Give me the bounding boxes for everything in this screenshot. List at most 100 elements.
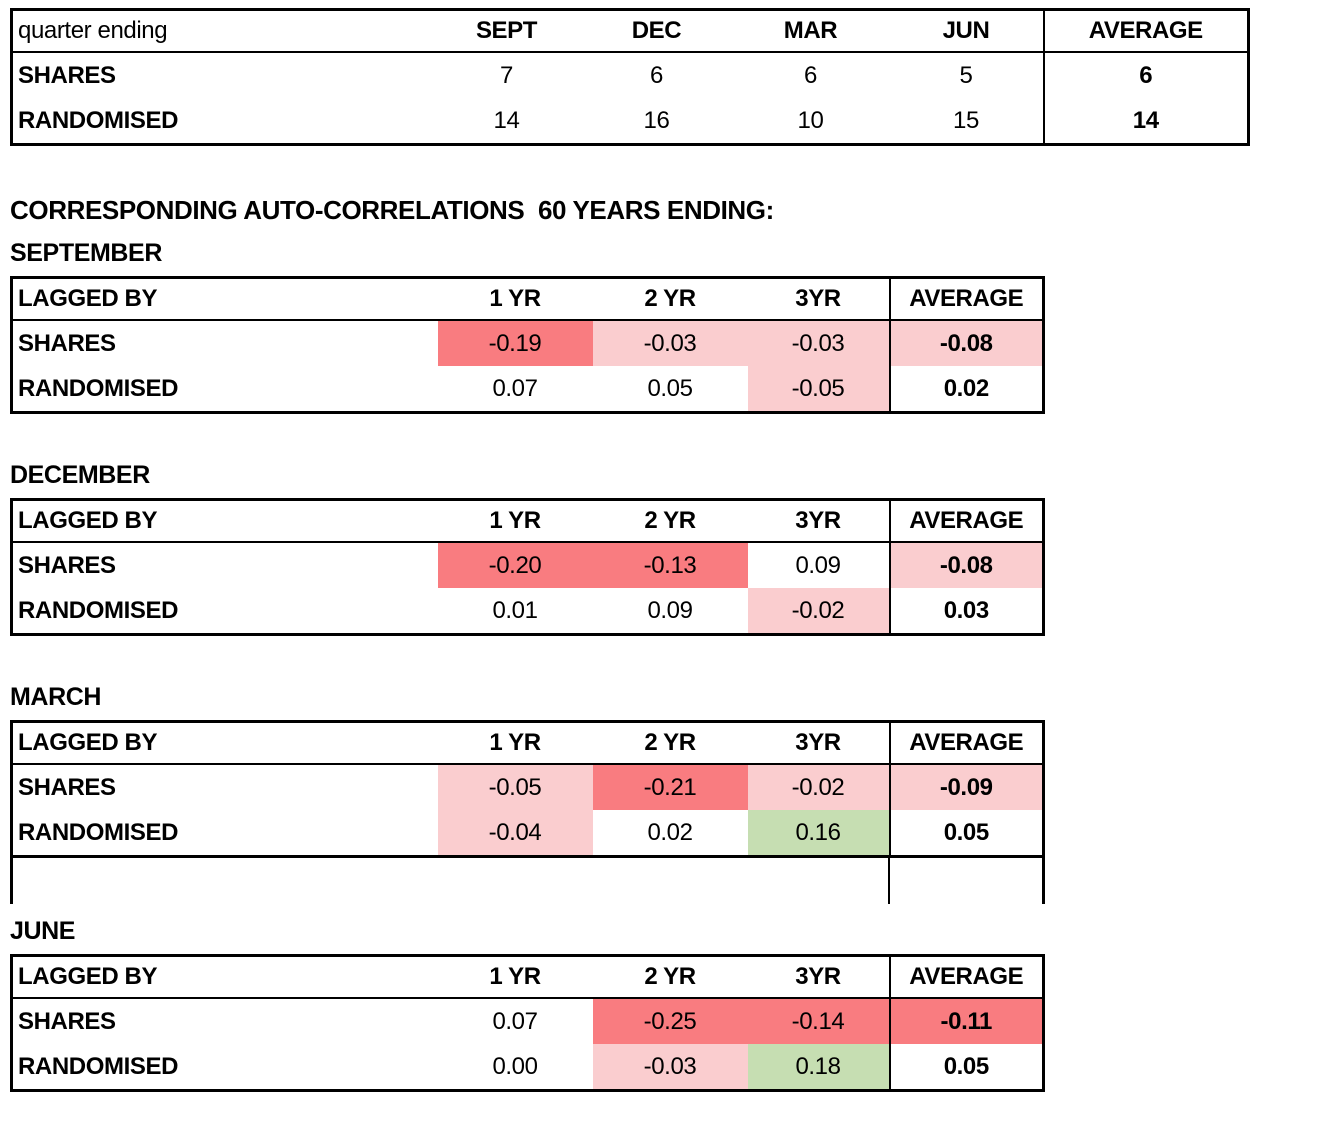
row-label: RANDOMISED	[18, 596, 179, 624]
column-header-average: AVERAGE	[888, 277, 1044, 321]
value-cell: 14	[493, 106, 520, 134]
lagged-by-header: LAGGED BY	[11, 499, 438, 543]
lagged-by-header: LAGGED BY	[11, 955, 438, 999]
value-cell: 0.01	[437, 588, 593, 635]
spreadsheet-page: quarter ending SEPT DEC MAR JUN AVERAGE …	[10, 8, 1250, 1092]
randomised-row: RANDOMISED 0.01 0.09 -0.02 0.03	[12, 588, 1044, 635]
column-header-mar: MAR	[731, 9, 890, 53]
average-cell: -0.08	[888, 320, 1044, 366]
march-label: MARCH	[10, 683, 102, 711]
value-cell: -0.02	[747, 588, 890, 635]
value-cell: 0.18	[747, 1044, 890, 1091]
column-header-sept: SEPT	[431, 9, 582, 53]
value-cell: 0.05	[592, 366, 748, 413]
average-cell: 14	[1042, 98, 1249, 145]
value-cell: 0.09	[592, 588, 748, 635]
column-header-average: AVERAGE	[888, 955, 1044, 999]
column-header-1yr: 1 YR	[437, 955, 593, 999]
row-label: SHARES	[18, 773, 116, 801]
column-header-2yr: 2 YR	[592, 721, 748, 765]
value-cell: -0.19	[437, 320, 593, 366]
lagged-by-header: LAGGED BY	[11, 721, 438, 765]
value-cell: 6	[650, 61, 663, 89]
row-label: RANDOMISED	[18, 106, 179, 134]
value-cell: -0.20	[437, 542, 593, 588]
value-cell: -0.03	[592, 1044, 748, 1091]
quarterly-counts-table: quarter ending SEPT DEC MAR JUN AVERAGE …	[10, 8, 1250, 146]
column-header-3yr: 3YR	[747, 277, 890, 321]
row-label: RANDOMISED	[18, 1052, 179, 1080]
march-correlations-table: LAGGED BY 1 YR 2 YR 3YR AVERAGE SHARES -…	[10, 720, 1045, 858]
average-cell: 0.03	[888, 588, 1044, 635]
randomised-row: RANDOMISED -0.04 0.02 0.16 0.05	[12, 810, 1044, 857]
value-cell: 16	[643, 106, 670, 134]
lagged-by-header: LAGGED BY	[11, 277, 438, 321]
value-cell: 0.00	[437, 1044, 593, 1091]
section-title: CORRESPONDING AUTO-CORRELATIONS 60 YEARS…	[10, 195, 774, 225]
column-header-1yr: 1 YR	[437, 499, 593, 543]
row-label: SHARES	[18, 329, 116, 357]
value-cell: -0.02	[747, 764, 890, 810]
row-label: SHARES	[18, 1007, 116, 1035]
column-header-dec: DEC	[581, 9, 732, 53]
randomised-row: RANDOMISED 14 16 10 15 14	[12, 98, 1249, 145]
september-label: SEPTEMBER	[10, 239, 162, 267]
column-header-jun: JUN	[889, 9, 1044, 53]
shares-row: SHARES -0.05 -0.21 -0.02 -0.09	[12, 764, 1044, 810]
average-cell: -0.11	[888, 998, 1044, 1044]
december-correlations-table: LAGGED BY 1 YR 2 YR 3YR AVERAGE SHARES -…	[10, 498, 1045, 636]
value-cell: 0.02	[592, 810, 748, 857]
value-cell: -0.05	[437, 764, 593, 810]
value-cell: 0.16	[747, 810, 890, 857]
value-cell: -0.03	[592, 320, 748, 366]
value-cell: 5	[959, 61, 973, 89]
randomised-row: RANDOMISED 0.00 -0.03 0.18 0.05	[12, 1044, 1044, 1091]
average-cell: 0.05	[888, 810, 1044, 857]
row-label: RANDOMISED	[18, 818, 179, 846]
average-cell: 0.05	[888, 1044, 1044, 1091]
september-correlations-table: LAGGED BY 1 YR 2 YR 3YR AVERAGE SHARES -…	[10, 276, 1045, 414]
column-header-2yr: 2 YR	[592, 955, 748, 999]
value-cell: -0.21	[592, 764, 748, 810]
value-cell: 6	[804, 61, 817, 89]
column-header-2yr: 2 YR	[592, 277, 748, 321]
column-header-3yr: 3YR	[747, 955, 890, 999]
value-cell: -0.13	[592, 542, 748, 588]
row-label: RANDOMISED	[18, 374, 179, 402]
table-right-border	[1042, 858, 1045, 904]
average-cell: -0.09	[888, 764, 1044, 810]
shares-row: SHARES 0.07 -0.25 -0.14 -0.11	[12, 998, 1044, 1044]
value-cell: 0.07	[437, 366, 593, 413]
correlation-header-row: LAGGED BY 1 YR 2 YR 3YR AVERAGE	[11, 721, 1044, 765]
correlation-header-row: LAGGED BY 1 YR 2 YR 3YR AVERAGE	[11, 955, 1044, 999]
column-header-1yr: 1 YR	[437, 721, 593, 765]
column-header-3yr: 3YR	[747, 721, 890, 765]
value-cell: -0.14	[747, 998, 890, 1044]
june-label: JUNE	[10, 917, 76, 945]
row-label: SHARES	[18, 61, 116, 89]
quarterly-header-row: quarter ending SEPT DEC MAR JUN AVERAGE	[11, 9, 1249, 53]
quarter-ending-header: quarter ending	[11, 9, 432, 53]
average-cell: 0.02	[888, 366, 1044, 413]
column-header-2yr: 2 YR	[592, 499, 748, 543]
average-cell: -0.08	[888, 542, 1044, 588]
value-cell: 10	[797, 106, 824, 134]
shares-row: SHARES 7 6 6 5 6	[12, 52, 1249, 98]
value-cell: 0.07	[437, 998, 593, 1044]
value-cell: 0.09	[747, 542, 890, 588]
column-header-average: AVERAGE	[1042, 9, 1249, 53]
correlation-header-row: LAGGED BY 1 YR 2 YR 3YR AVERAGE	[11, 277, 1044, 321]
shares-row: SHARES -0.19 -0.03 -0.03 -0.08	[12, 320, 1044, 366]
value-cell: 15	[953, 106, 979, 134]
value-cell: -0.05	[747, 366, 890, 413]
column-header-1yr: 1 YR	[437, 277, 593, 321]
column-header-average: AVERAGE	[888, 499, 1044, 543]
shares-row: SHARES -0.20 -0.13 0.09 -0.08	[12, 542, 1044, 588]
december-label: DECEMBER	[10, 461, 150, 489]
value-cell: -0.03	[747, 320, 890, 366]
randomised-row: RANDOMISED 0.07 0.05 -0.05 0.02	[12, 366, 1044, 413]
row-label: SHARES	[18, 551, 116, 579]
value-cell: 7	[500, 61, 513, 89]
correlation-header-row: LAGGED BY 1 YR 2 YR 3YR AVERAGE	[11, 499, 1044, 543]
average-column-divider	[888, 858, 890, 904]
